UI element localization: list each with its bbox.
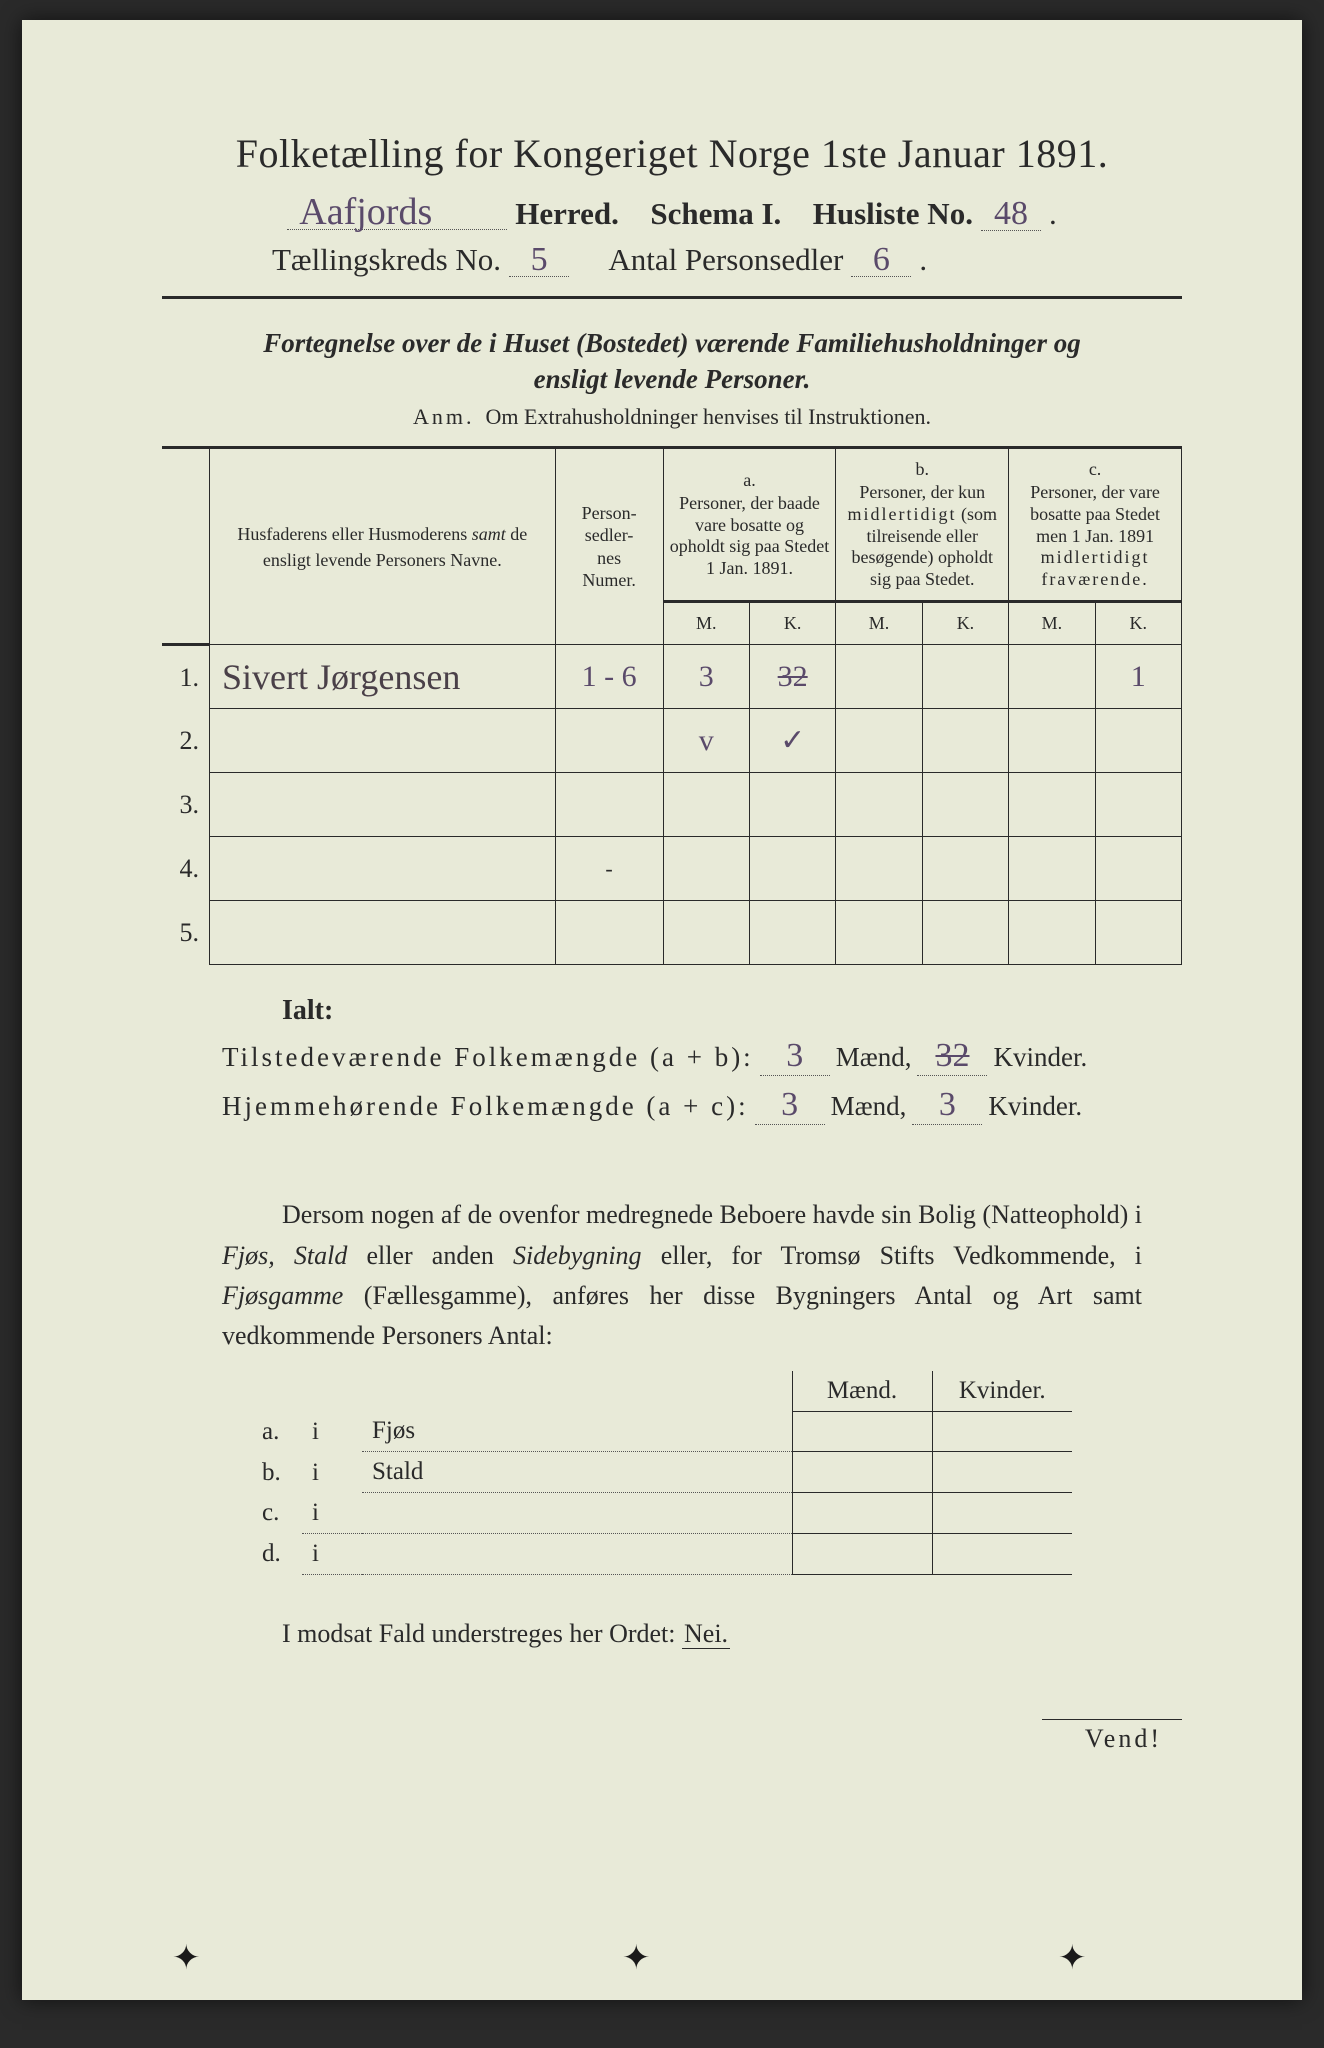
lower-row: b. i Stald bbox=[252, 1452, 1072, 1493]
lower-row: c. i bbox=[252, 1493, 1072, 1534]
lower-row: a. i Fjøs bbox=[252, 1411, 1072, 1452]
sum2-m: 3 bbox=[755, 1086, 825, 1125]
divider bbox=[162, 296, 1182, 299]
col-b-m: M. bbox=[836, 602, 922, 645]
col-a-m: M. bbox=[663, 602, 749, 645]
col-b: b. Personer, der kun midlertidigt (som t… bbox=[836, 447, 1009, 602]
col-b-k: K. bbox=[922, 602, 1008, 645]
sum1-k-label: Kvinder. bbox=[993, 1042, 1087, 1073]
sum-row-present: Tilstedeværende Folkemængde (a + b): 3 M… bbox=[222, 1037, 1182, 1076]
husliste-label: Husliste No. bbox=[813, 196, 973, 232]
schema-label: Schema I. bbox=[650, 196, 781, 232]
lower-row: d. i bbox=[252, 1533, 1072, 1574]
herred-label: Herred. bbox=[515, 196, 619, 232]
kreds-label: Tællingskreds No. bbox=[272, 242, 501, 278]
sum1-m-label: Mænd, bbox=[836, 1042, 912, 1073]
lower-h-m: Mænd. bbox=[792, 1371, 932, 1412]
sum2-k-label: Kvinder. bbox=[988, 1091, 1082, 1122]
sum2-label: Hjemmehørende Folkemængde (a + c): bbox=[222, 1091, 749, 1122]
table-row: 4. - bbox=[162, 837, 1182, 901]
col-a: a. Personer, der baade vare bosatte og o… bbox=[663, 447, 836, 602]
col-names: Husfaderens eller Husmoderens samt de en… bbox=[210, 447, 556, 645]
table-row: 1. Sivert Jørgensen 1 - 6 3 32 1 bbox=[162, 645, 1182, 709]
sum1-label: Tilstedeværende Folkemængde (a + b): bbox=[222, 1042, 754, 1073]
page-title: Folketælling for Kongeriget Norge 1ste J… bbox=[162, 130, 1182, 177]
sum2-m-label: Mænd, bbox=[831, 1091, 907, 1122]
binding-hole-icon: ✦ bbox=[172, 1938, 206, 1964]
table-row: 3. bbox=[162, 773, 1182, 837]
col-c-m: M. bbox=[1009, 602, 1095, 645]
anm-line: Anm. Om Extrahusholdninger henvises til … bbox=[162, 404, 1182, 430]
ialt-label: Ialt: bbox=[282, 995, 1182, 1027]
herred-value: Aafjords bbox=[287, 195, 507, 230]
sum2-k: 3 bbox=[912, 1086, 982, 1125]
table-row: 2. v ✓ bbox=[162, 709, 1182, 773]
sum1-k: 32 bbox=[917, 1037, 987, 1076]
vend-label: Vend! bbox=[1042, 1719, 1182, 1754]
kreds-value: 5 bbox=[509, 245, 569, 277]
antal-value: 6 bbox=[851, 245, 911, 277]
husliste-value: 48 bbox=[981, 199, 1041, 231]
header-line-1: Aafjords Herred. Schema I. Husliste No. … bbox=[162, 195, 1182, 232]
sum-row-resident: Hjemmehørende Folkemængde (a + c): 3 Mæn… bbox=[222, 1086, 1182, 1125]
binding-hole-icon: ✦ bbox=[1058, 1938, 1092, 1964]
table-row: 5. bbox=[162, 901, 1182, 965]
anm-text: Om Extrahusholdninger henvises til Instr… bbox=[486, 404, 931, 429]
col-c: c. Personer, der vare bosatte paa Stedet… bbox=[1009, 447, 1182, 602]
antal-label: Antal Personsedler bbox=[608, 242, 843, 278]
anm-label: Anm. bbox=[413, 404, 475, 429]
final-nei: Nei. bbox=[682, 1619, 730, 1649]
col-numer: Person-sedler-nesNumer. bbox=[555, 447, 663, 645]
sum1-m: 3 bbox=[760, 1037, 830, 1076]
subtitle: Fortegnelse over de i Huset (Bostedet) v… bbox=[242, 325, 1102, 398]
census-form-page: Folketælling for Kongeriget Norge 1ste J… bbox=[22, 20, 1302, 2000]
main-table: Husfaderens eller Husmoderens samt de en… bbox=[162, 446, 1182, 966]
table-body: 1. Sivert Jørgensen 1 - 6 3 32 1 2. v ✓ bbox=[162, 645, 1182, 965]
binding-hole-icon: ✦ bbox=[622, 1938, 656, 1964]
lower-h-k: Kvinder. bbox=[932, 1371, 1072, 1412]
building-paragraph: Dersom nogen af de ovenfor medregnede Be… bbox=[222, 1195, 1142, 1356]
lower-table: Mænd. Kvinder. a. i Fjøs b. i Stald c. i… bbox=[252, 1371, 1072, 1575]
header-line-2: Tællingskreds No. 5 Antal Personsedler 6… bbox=[272, 242, 1182, 278]
col-a-k: K. bbox=[749, 602, 835, 645]
final-line: I modsat Fald understreges her Ordet: Ne… bbox=[282, 1619, 1182, 1649]
col-c-k: K. bbox=[1095, 602, 1181, 645]
